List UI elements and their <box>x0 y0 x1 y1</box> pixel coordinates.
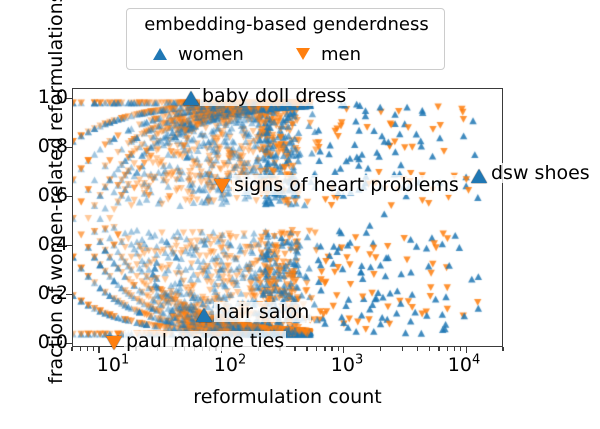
legend-title: embedding-based genderdness <box>144 14 429 35</box>
x-tick-major-10 <box>98 347 100 353</box>
x-tick-minor-800 <box>331 347 333 351</box>
annotation-label-baby-doll-dress: baby doll dress <box>200 85 349 107</box>
legend-label-women: women <box>178 43 244 65</box>
x-axis-label: reformulation count <box>193 386 382 408</box>
x-tick-exponent-4: 4 <box>471 352 481 368</box>
annotation-marker-paul-malone-ties <box>106 336 122 350</box>
y-tick-label-0.8: 0.8 <box>37 135 68 157</box>
x-tick-minor-500 <box>306 347 308 351</box>
x-tick-label-10e1: 101 <box>96 352 130 376</box>
y-tick-0.4 <box>66 244 72 246</box>
x-tick-minor-7 <box>79 347 81 351</box>
x-tick-label-10e2: 102 <box>213 352 247 376</box>
x-tick-exponent-3: 3 <box>354 352 364 368</box>
y-tick-0.2 <box>66 293 72 295</box>
y-tick-label-1.0: 1.0 <box>37 86 68 108</box>
annotation-label-signs-of-heart-problems: signs of heart problems <box>232 174 461 196</box>
x-tick-exponent-1: 1 <box>120 352 130 368</box>
x-tick-mantissa-2: 10 <box>213 354 238 376</box>
x-tick-minor-7000 <box>446 347 448 351</box>
x-tick-minor-20000 <box>502 347 504 351</box>
y-axis-label: fraction of women-related reformulations <box>45 0 67 384</box>
annotation-label-paul-malone-ties: paul malone ties <box>124 330 287 352</box>
x-tick-minor-8000 <box>453 347 455 351</box>
annotation-marker-hair-salon <box>196 308 212 322</box>
x-tick-label-10e3: 103 <box>330 352 364 376</box>
x-tick-minor-6 <box>71 347 73 351</box>
x-tick-minor-9 <box>92 347 95 351</box>
y-tick-label-0.6: 0.6 <box>37 184 68 206</box>
x-tick-minor-3000 <box>401 347 403 351</box>
annotation-marker-signs-of-heart-problems <box>214 179 230 193</box>
x-tick-major-1000 <box>343 347 345 353</box>
annotation-label-hair-salon: hair salon <box>214 301 312 323</box>
annotation-label-dsw-shoes: dsw shoes <box>489 162 592 184</box>
x-tick-label-10e4: 104 <box>447 352 481 376</box>
x-tick-minor-9000 <box>459 347 462 351</box>
y-tick-label-0.4: 0.4 <box>37 233 68 255</box>
x-tick-minor-4000 <box>416 347 419 351</box>
legend-entry-women[interactable]: women <box>153 42 244 66</box>
x-tick-minor-8 <box>86 347 88 351</box>
x-tick-minor-2000 <box>380 347 382 351</box>
legend-label-men: men <box>321 43 362 65</box>
x-tick-mantissa-3: 10 <box>330 354 355 376</box>
y-tick-label-0.2: 0.2 <box>37 282 68 304</box>
annotation-marker-baby-doll-dress <box>183 91 199 105</box>
x-tick-minor-700 <box>324 347 326 351</box>
triangle-down-icon <box>296 48 310 60</box>
x-tick-minor-5000 <box>428 347 430 351</box>
x-tick-mantissa-4: 10 <box>447 354 472 376</box>
y-tick-0.6 <box>66 195 72 197</box>
legend-entry-men[interactable]: men <box>296 42 361 66</box>
triangle-up-icon <box>153 48 167 60</box>
x-tick-minor-900 <box>337 347 339 351</box>
y-tick-1.0 <box>66 97 72 99</box>
x-tick-mantissa-1: 10 <box>96 354 121 376</box>
y-tick-labels: 1.0 0.8 0.6 0.4 0.2 0.0 <box>12 0 68 429</box>
x-tick-exponent-2: 2 <box>237 352 247 368</box>
y-tick-0.8 <box>66 146 72 148</box>
y-tick-label-0.0: 0.0 <box>37 331 68 353</box>
legend-box: embedding-based genderdness women men <box>126 8 445 70</box>
annotation-marker-dsw-shoes <box>471 169 487 183</box>
x-tick-minor-400 <box>294 347 296 351</box>
x-tick-major-10000 <box>465 347 467 353</box>
x-tick-labels: 101 102 103 104 <box>0 352 600 383</box>
x-tick-minor-6000 <box>438 347 440 351</box>
y-tick-0.0 <box>66 342 72 344</box>
x-tick-minor-600 <box>316 347 318 351</box>
